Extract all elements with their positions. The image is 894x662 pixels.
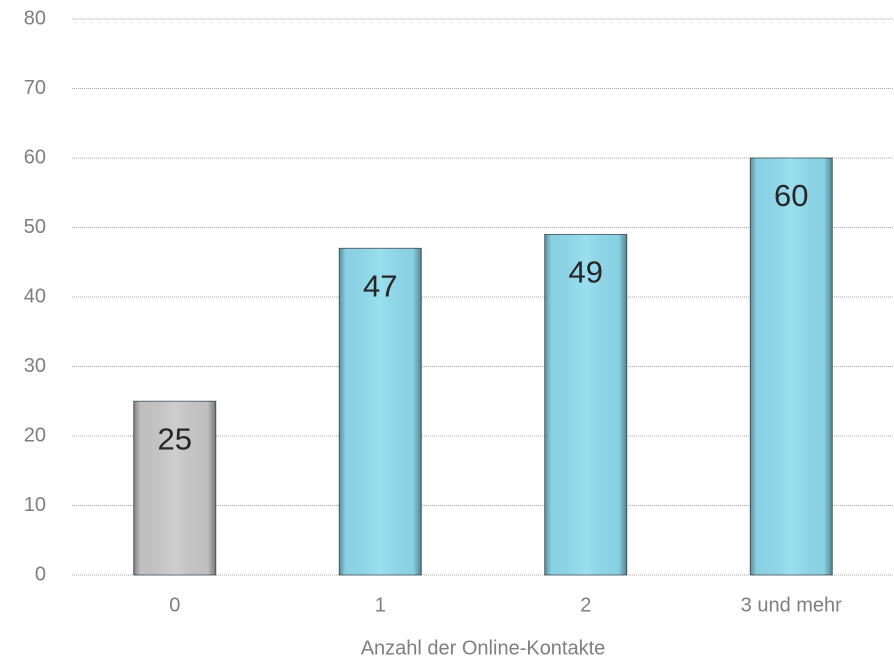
data-label: 47 (363, 269, 397, 304)
data-label: 60 (774, 178, 808, 213)
data-label: 25 (158, 421, 192, 456)
data-label: 49 (569, 255, 603, 290)
bar (749, 157, 833, 576)
x-tick-label: 1 (375, 594, 386, 616)
x-tick-label: 0 (169, 594, 180, 616)
y-tick-label: 20 (24, 424, 46, 446)
y-tick-label: 0 (35, 563, 46, 585)
x-tick-label: 3 und mehr (741, 594, 843, 616)
y-tick-label: 70 (24, 77, 46, 99)
y-tick-label: 40 (24, 285, 46, 307)
y-tick-label: 50 (24, 216, 46, 238)
y-tick-label: 80 (24, 7, 46, 29)
x-tick-label: 2 (580, 594, 591, 616)
x-axis-label: Anzahl der Online-Kontakte (361, 637, 606, 659)
y-tick-label: 60 (24, 146, 46, 168)
y-tick-label: 10 (24, 494, 46, 516)
y-tick-label: 30 (24, 355, 46, 377)
